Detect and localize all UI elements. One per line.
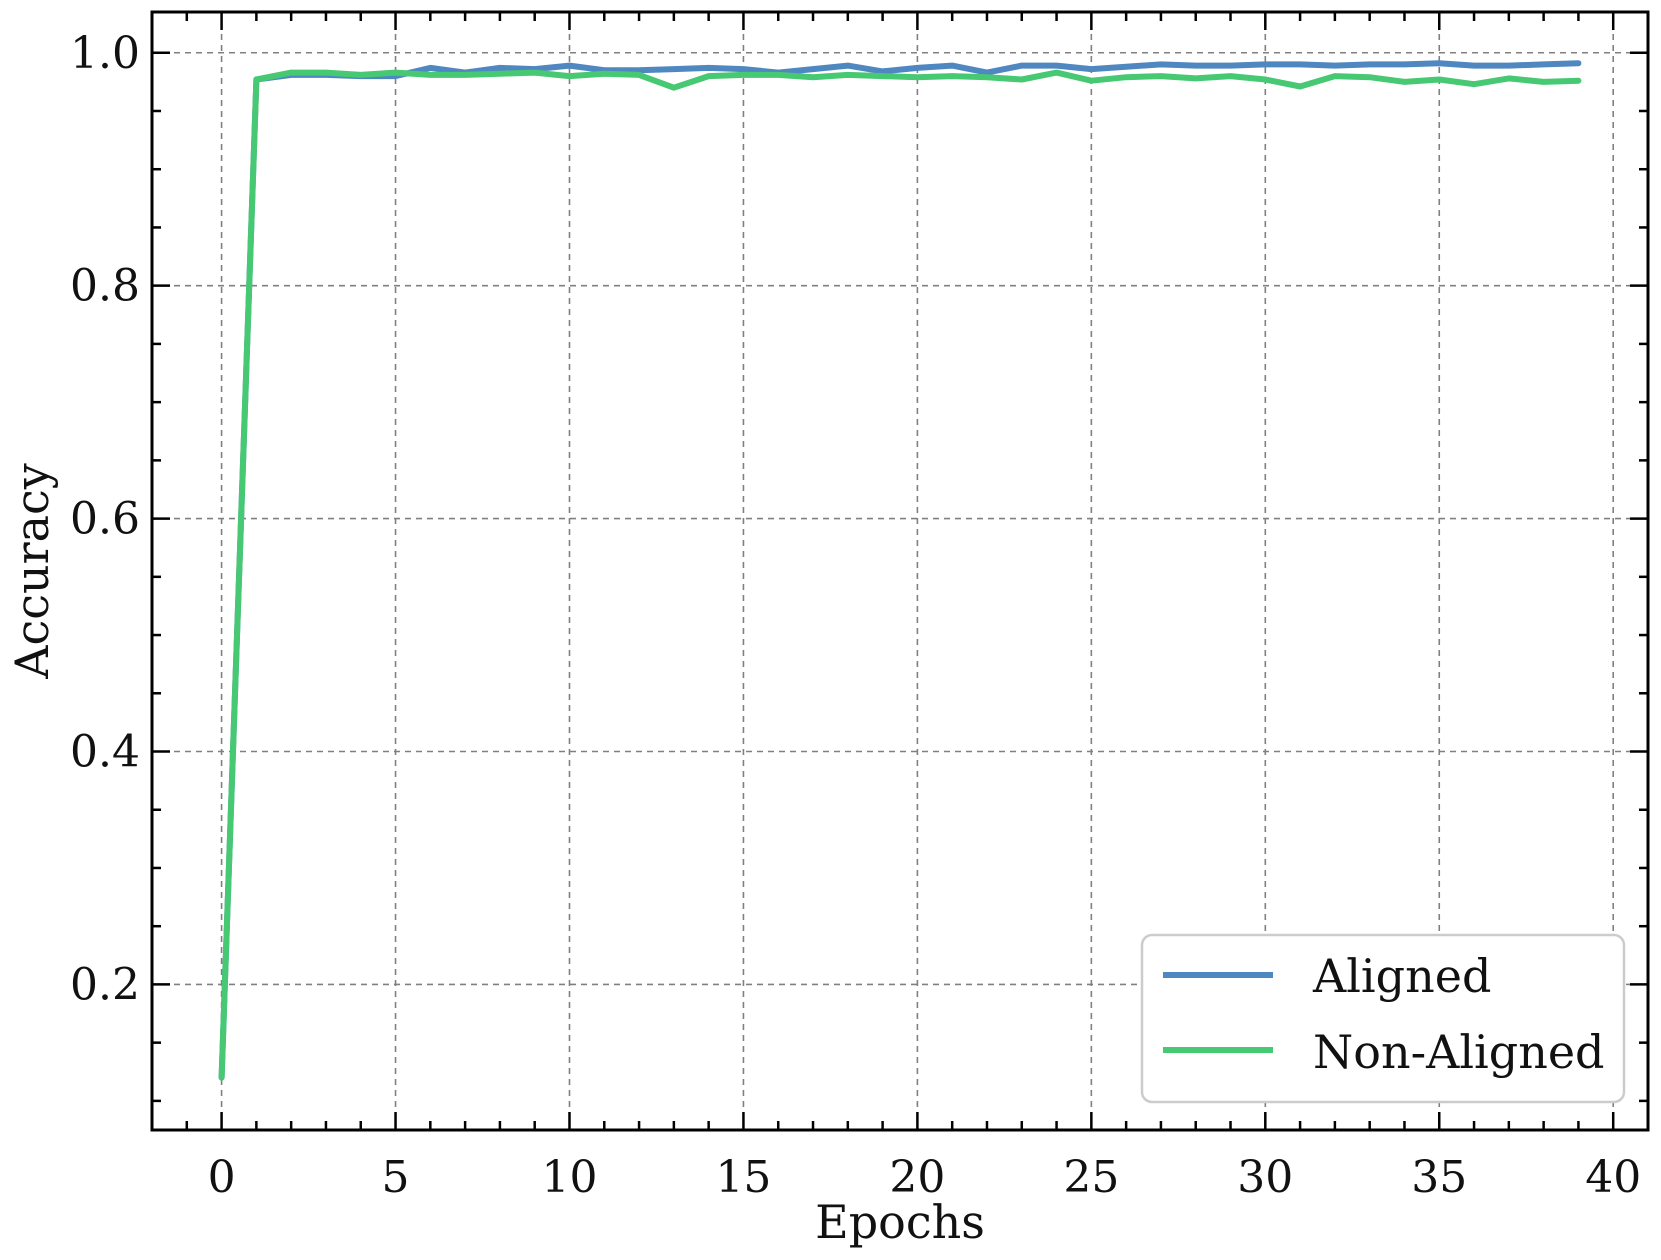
y-tick-label: 1.0 bbox=[70, 28, 140, 79]
series-line-non-aligned bbox=[218, 69, 1582, 1081]
x-tick-label: 40 bbox=[1585, 1152, 1641, 1203]
y-axis-label: Accuracy bbox=[5, 463, 59, 680]
series-lines bbox=[218, 60, 1582, 1081]
y-tick-label: 0.4 bbox=[70, 727, 140, 778]
x-tick-label: 25 bbox=[1063, 1152, 1119, 1203]
x-tick-label: 20 bbox=[889, 1152, 945, 1203]
x-tick-label: 35 bbox=[1411, 1152, 1467, 1203]
x-tick-label: 15 bbox=[715, 1152, 771, 1203]
legend: Aligned Non-Aligned bbox=[1140, 933, 1626, 1104]
y-tick-label: 0.8 bbox=[70, 261, 140, 312]
plot-frame bbox=[150, 10, 1650, 1132]
tick-labels: 0 5 10 15 20 25 30 35 40 0.2 0.4 0.6 0.8 1.0 bbox=[70, 28, 1641, 1203]
x-tick-label: 0 bbox=[208, 1152, 236, 1203]
legend-label-aligned: Aligned bbox=[1312, 949, 1491, 1003]
y-tick-label: 0.6 bbox=[70, 494, 140, 545]
legend-label-non-aligned: Non-Aligned bbox=[1313, 1025, 1605, 1079]
y-tick-label: 0.2 bbox=[70, 959, 140, 1010]
x-tick-label: 10 bbox=[541, 1152, 597, 1203]
x-tick-label: 30 bbox=[1237, 1152, 1293, 1203]
x-tick-label: 5 bbox=[382, 1152, 410, 1203]
x-axis-label: Epochs bbox=[815, 1195, 985, 1249]
series-line-aligned bbox=[218, 60, 1582, 1081]
